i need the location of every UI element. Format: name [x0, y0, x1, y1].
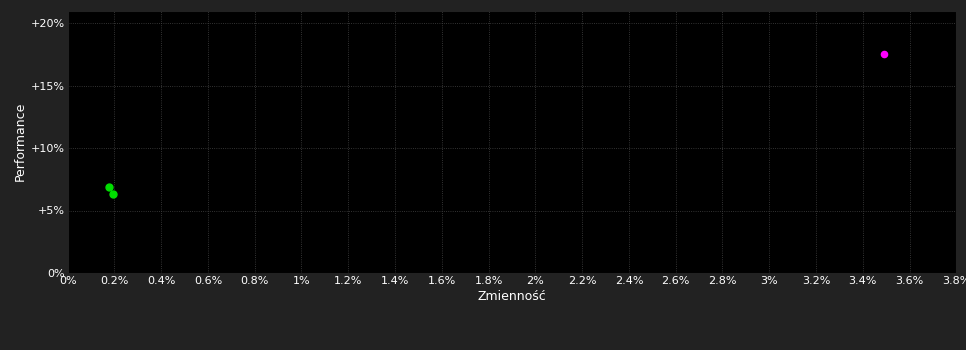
- Point: [876, 51, 892, 57]
- X-axis label: Zmienność: Zmienność: [477, 290, 547, 303]
- Y-axis label: Performance: Performance: [14, 102, 26, 181]
- Point: [100, 184, 116, 190]
- Point: [105, 191, 121, 197]
